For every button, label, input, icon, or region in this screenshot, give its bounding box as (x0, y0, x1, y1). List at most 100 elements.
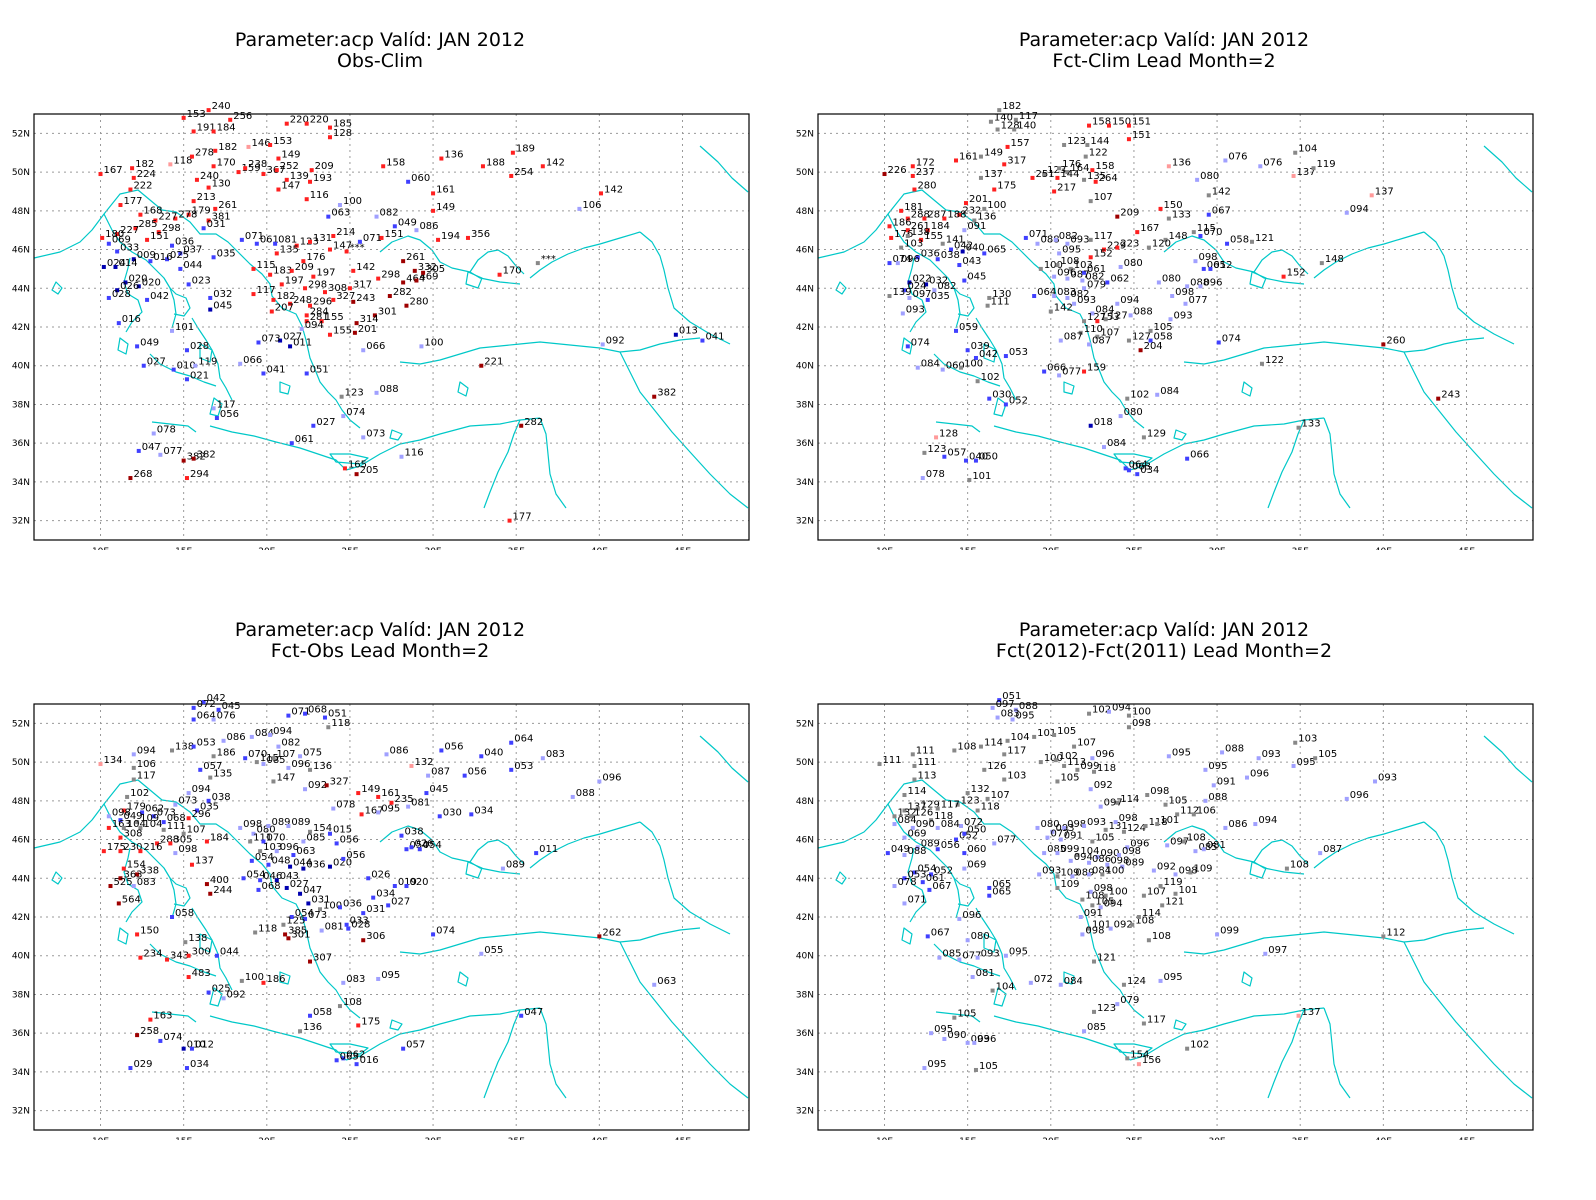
station-marker (331, 297, 336, 302)
station-marker (570, 794, 575, 799)
station-marker (1088, 889, 1093, 894)
station-value-label: *** (350, 242, 365, 253)
station-value-label: 525 (113, 877, 132, 888)
station-value-label: 085 (942, 949, 961, 960)
station-marker (973, 458, 978, 463)
station-value-label: 107 (1147, 887, 1166, 898)
station-marker (261, 839, 266, 844)
coastline (103, 213, 177, 329)
station-marker (510, 150, 515, 155)
station-value-label: 082 (380, 208, 399, 219)
station-marker (158, 452, 163, 457)
station-marker (274, 251, 279, 256)
station-value-label: 101 (972, 471, 991, 482)
station-marker (1115, 245, 1120, 250)
station-marker (271, 297, 276, 302)
station-marker (905, 344, 910, 349)
station-marker (1088, 255, 1093, 260)
lat-tick-label: 44N (796, 284, 814, 294)
station-value-label: 027 (147, 357, 166, 368)
coastline (1313, 821, 1425, 869)
station-marker (357, 239, 362, 244)
station-value-label: 058 (1154, 332, 1173, 343)
station-marker (1065, 276, 1070, 281)
station-marker (301, 259, 306, 264)
lat-tick-label: 36N (796, 1029, 814, 1039)
station-marker (597, 779, 602, 784)
station-value-label: 123 (961, 796, 980, 807)
island-outline (209, 397, 223, 417)
station-value-label: 159 (242, 163, 261, 174)
station-marker (1003, 402, 1008, 407)
station-value-label: 176 (1062, 159, 1081, 170)
station-marker (191, 717, 196, 722)
station-marker (1220, 750, 1225, 755)
station-marker (1080, 897, 1085, 902)
coastline (887, 803, 961, 919)
station-marker (957, 212, 962, 217)
station-marker (1143, 823, 1148, 828)
station-marker (308, 767, 313, 772)
station-value-label: 301 (378, 306, 397, 317)
coastline (483, 1009, 521, 1099)
station-value-label: 094 (1074, 852, 1093, 863)
station-marker (1198, 233, 1203, 238)
station-marker (1130, 922, 1135, 927)
station-marker (251, 292, 256, 297)
station-value-label: 061 (1087, 264, 1106, 275)
station-marker (193, 363, 198, 368)
station-marker (1249, 239, 1254, 244)
station-value-label: 085 (1198, 842, 1217, 853)
lat-tick-label: 38N (12, 400, 30, 410)
station-value-label: 167 (1140, 223, 1159, 234)
station-value-label: 201 (358, 324, 377, 335)
station-value-label: 100 (245, 972, 264, 983)
station-marker (1087, 872, 1092, 877)
lon-tick-label: 45E (674, 547, 691, 550)
station-marker (1108, 926, 1113, 931)
station-marker (1088, 787, 1093, 792)
station-value-label: 288 (160, 834, 179, 845)
station-value-label: 085 (266, 755, 285, 766)
station-value-label: 094 (1120, 295, 1139, 306)
station-marker (987, 893, 992, 898)
station-value-label: 093 (981, 949, 1000, 960)
station-marker (399, 833, 404, 838)
station-marker (254, 760, 259, 765)
station-value-label: 118 (934, 811, 953, 822)
station-value-label: 150 (1112, 117, 1131, 128)
station-marker (145, 237, 150, 242)
station-marker (204, 839, 209, 844)
map-frame (33, 113, 750, 541)
lon-tick-label: 45E (674, 1137, 691, 1140)
coastline (529, 231, 641, 279)
station-marker (965, 938, 970, 943)
station-value-label: 254 (514, 167, 533, 178)
station-marker (337, 203, 342, 208)
lat-tick-label: 42N (12, 913, 30, 923)
station-value-label: 262 (602, 927, 621, 938)
island-outline (835, 871, 847, 885)
station-value-label: 084 (921, 359, 940, 370)
panel-title-line2: Fct-Clim Lead Month=2 (1052, 50, 1276, 72)
station-value-label: 088 (1134, 306, 1153, 317)
station-value-label: 103 (263, 842, 282, 853)
station-marker (1125, 1056, 1130, 1061)
station-marker (135, 932, 140, 937)
station-value-label: 108 (1187, 832, 1206, 843)
station-value-label: 161 (959, 151, 978, 162)
coastline (1323, 417, 1351, 509)
station-marker (1085, 142, 1090, 147)
station-marker (356, 1023, 361, 1028)
station-marker (322, 290, 327, 295)
lon-tick-label: 40E (1375, 547, 1392, 550)
station-value-label: 043 (962, 256, 981, 267)
station-marker (1125, 396, 1130, 401)
station-value-label: 098 (1122, 846, 1141, 857)
station-value-label: 113 (917, 771, 936, 782)
station-value-label: 096 (291, 759, 310, 770)
station-value-label: 209 (295, 262, 314, 273)
station-value-label: 089 (291, 817, 310, 828)
station-value-label: 065 (1207, 260, 1226, 271)
